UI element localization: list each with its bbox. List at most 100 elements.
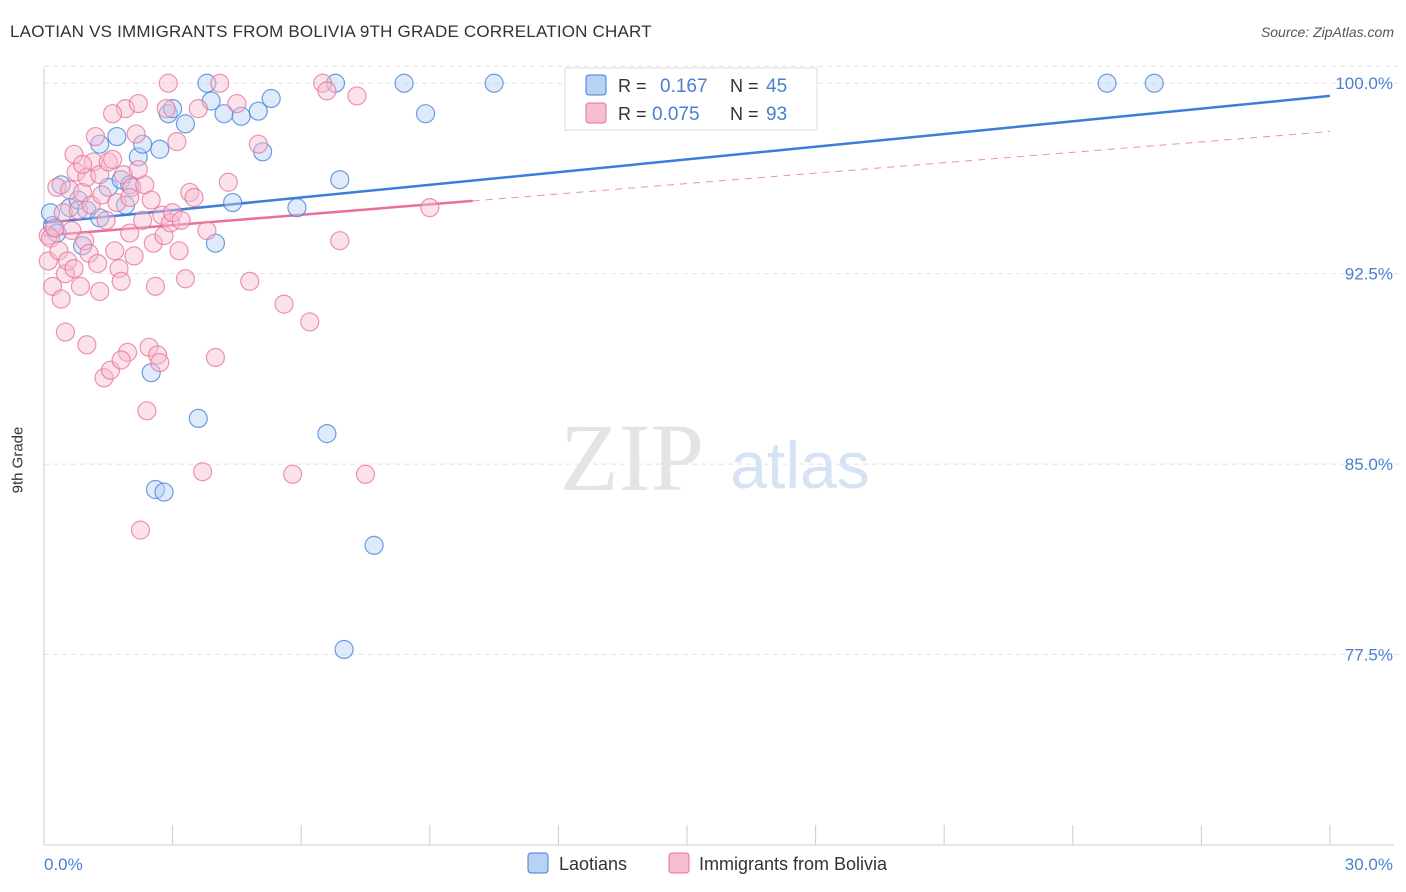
legend-n-value-laotians: 45 <box>766 76 787 97</box>
point-laotians <box>317 424 337 444</box>
point-laotians <box>248 101 268 121</box>
point-bolivia <box>102 104 123 124</box>
point-bolivia <box>124 246 144 266</box>
point-bolivia <box>75 231 95 251</box>
point-bolivia <box>107 192 127 213</box>
point-laotians <box>334 639 354 660</box>
source-credit: Source: ZipAtlas.com <box>1260 24 1394 40</box>
point-bolivia <box>169 241 189 261</box>
point-bolivia <box>355 464 376 484</box>
point-bolivia <box>90 281 110 302</box>
point-laotians <box>107 126 127 147</box>
legend-r-label: R = <box>618 104 647 124</box>
point-bolivia <box>120 187 140 208</box>
point-bolivia <box>197 220 217 241</box>
point-bolivia <box>171 210 191 230</box>
point-bolivia <box>330 231 350 251</box>
point-bolivia <box>167 132 187 152</box>
point-bolivia <box>300 312 320 332</box>
legend-swatch-laotians <box>585 74 607 96</box>
legend-r-label: R = <box>618 76 647 96</box>
point-bolivia <box>111 350 131 370</box>
y-tick-label: 100.0% <box>1335 74 1393 93</box>
y-tick-label: 85.0% <box>1345 455 1393 474</box>
point-bolivia <box>147 345 168 365</box>
point-bolivia <box>111 271 131 291</box>
point-laotians <box>154 482 174 502</box>
point-laotians <box>163 99 183 119</box>
point-bolivia <box>193 462 213 482</box>
point-laotians <box>1144 73 1164 93</box>
point-bolivia <box>248 134 268 154</box>
legend-n-label: N = <box>730 104 759 124</box>
point-bolivia <box>96 210 116 230</box>
series-legend-swatch-laotians <box>527 852 549 874</box>
point-bolivia <box>55 322 76 342</box>
stats-legend-frame <box>564 67 818 131</box>
point-bolivia <box>126 124 146 144</box>
point-bolivia <box>156 99 176 119</box>
point-laotians <box>287 198 307 218</box>
point-bolivia <box>227 93 247 114</box>
point-bolivia <box>143 233 163 253</box>
stats-legend: R = 0.167 N = 45 R = 0.075 N = 93 <box>564 67 818 131</box>
point-laotians <box>1097 73 1117 93</box>
point-bolivia <box>158 73 178 93</box>
point-bolivia <box>62 220 82 241</box>
point-bolivia <box>115 99 136 119</box>
point-laotians <box>330 170 350 190</box>
point-bolivia <box>128 159 148 180</box>
point-bolivia <box>72 154 93 175</box>
point-bolivia <box>77 335 97 355</box>
point-bolivia <box>68 200 88 220</box>
trend-line-laotians <box>43 94 1331 225</box>
watermark: ZIP atlas <box>560 404 870 511</box>
point-laotians <box>394 73 414 93</box>
point-bolivia <box>205 347 226 368</box>
point-bolivia <box>210 73 230 93</box>
data-points <box>38 73 1164 660</box>
axes <box>43 68 1394 846</box>
point-bolivia <box>66 162 86 182</box>
point-bolivia <box>38 225 58 246</box>
legend-n-value-bolivia: 93 <box>766 104 787 125</box>
point-laotians <box>261 88 281 109</box>
point-bolivia <box>188 99 208 119</box>
point-laotians <box>415 104 436 124</box>
legend-swatch-bolivia <box>585 102 607 124</box>
tick-labels: 77.5% 85.0% 92.5% 100.0% 0.0% 30.0% <box>44 74 1393 874</box>
series-legend: Laotians Immigrants from Bolivia <box>527 852 888 874</box>
point-bolivia <box>102 149 123 170</box>
point-bolivia <box>274 294 294 314</box>
trend-line-bolivia <box>43 199 473 237</box>
point-bolivia <box>317 81 337 101</box>
point-laotians <box>484 73 504 93</box>
point-bolivia <box>87 253 108 274</box>
point-bolivia <box>218 172 238 192</box>
point-bolivia <box>240 271 260 291</box>
legend-n-label: N = <box>730 76 759 96</box>
y-tick-label: 92.5% <box>1345 265 1393 284</box>
point-bolivia <box>57 251 78 271</box>
point-bolivia <box>85 126 106 147</box>
x-tick-label: 0.0% <box>44 855 83 874</box>
point-laotians <box>364 535 384 555</box>
watermark-zip: ZIP <box>560 404 704 511</box>
series-legend-swatch-bolivia <box>668 852 690 874</box>
point-laotians <box>150 139 170 159</box>
series-legend-label-laotians: Laotians <box>559 854 627 874</box>
point-bolivia <box>64 258 84 279</box>
point-bolivia <box>184 187 204 208</box>
point-bolivia <box>137 401 157 421</box>
trend-lines <box>43 94 1331 237</box>
point-bolivia <box>132 210 153 230</box>
chart-title: LAOTIAN VS IMMIGRANTS FROM BOLIVIA 9TH G… <box>10 22 652 41</box>
legend-r-value-bolivia: 0.075 <box>652 104 700 125</box>
point-laotians <box>223 192 243 213</box>
point-laotians <box>175 114 196 134</box>
legend-r-value-laotians: 0.167 <box>660 76 708 97</box>
point-bolivia <box>283 464 303 484</box>
trend-line-bolivia-extension <box>472 130 1331 202</box>
series-legend-label-bolivia: Immigrants from Bolivia <box>699 854 888 874</box>
